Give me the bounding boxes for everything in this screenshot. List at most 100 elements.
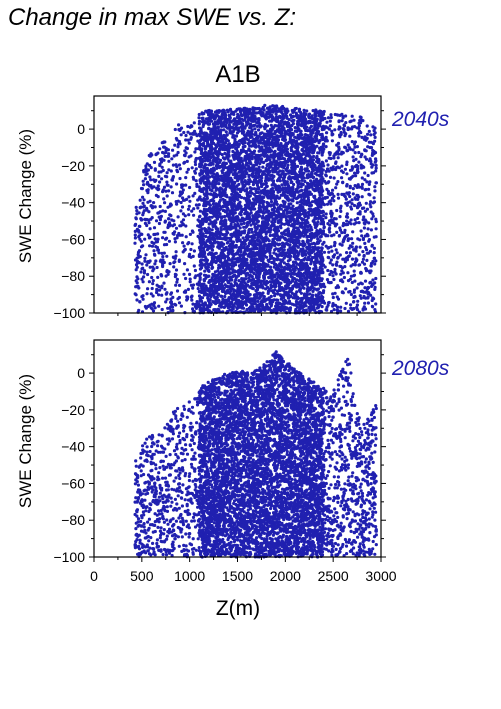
data-point	[208, 215, 212, 219]
data-point	[198, 209, 202, 213]
data-point	[197, 119, 202, 123]
data-point	[226, 240, 230, 244]
data-point	[137, 308, 141, 312]
data-point	[224, 161, 228, 166]
data-point	[179, 200, 183, 205]
data-point	[134, 293, 138, 297]
data-point	[190, 209, 194, 213]
data-point	[212, 172, 216, 176]
data-point	[146, 287, 150, 291]
data-point	[192, 309, 196, 314]
data-point	[242, 130, 246, 134]
data-point	[175, 165, 179, 169]
data-point	[163, 287, 167, 291]
data-point	[171, 295, 175, 299]
data-point	[148, 259, 152, 263]
data-point	[250, 230, 254, 234]
data-point	[176, 199, 180, 203]
data-point	[166, 272, 170, 276]
data-point	[188, 185, 192, 190]
data-point	[161, 168, 165, 173]
data-point	[141, 201, 145, 205]
data-point	[165, 291, 169, 295]
data-point	[164, 189, 168, 193]
data-point	[135, 281, 139, 285]
data-point	[200, 147, 204, 151]
data-point	[189, 136, 193, 140]
data-point	[137, 261, 141, 265]
data-point	[214, 251, 218, 255]
data-point	[179, 304, 183, 308]
data-point	[152, 241, 156, 245]
data-point	[141, 195, 145, 199]
data-point	[288, 258, 292, 262]
data-point	[195, 300, 199, 304]
data-point	[133, 236, 137, 240]
data-point	[236, 198, 240, 202]
data-point	[173, 256, 177, 260]
data-point	[150, 204, 154, 208]
data-point	[243, 242, 247, 246]
data-point	[226, 231, 230, 235]
data-point	[152, 226, 157, 230]
data-point	[154, 259, 158, 263]
data-point	[185, 297, 190, 301]
data-point	[167, 152, 171, 156]
data-point	[283, 138, 288, 142]
data-point	[257, 186, 261, 190]
data-point	[247, 214, 251, 218]
data-point	[223, 294, 227, 299]
data-point	[185, 197, 189, 201]
data-point	[249, 211, 253, 215]
data-point	[227, 142, 231, 146]
data-point	[227, 154, 231, 158]
data-point	[282, 296, 286, 300]
page-title: Change in max SWE vs. Z:	[8, 4, 297, 31]
data-point	[210, 263, 214, 267]
data-point	[225, 195, 229, 199]
data-point	[205, 212, 209, 216]
data-point	[185, 146, 189, 151]
data-point	[193, 268, 197, 273]
data-point	[186, 207, 191, 211]
data-point	[177, 123, 181, 127]
data-point	[184, 183, 188, 187]
data-point	[248, 107, 252, 111]
data-point	[208, 182, 212, 186]
data-point	[215, 296, 219, 300]
data-point	[211, 265, 215, 270]
data-point	[211, 162, 215, 166]
data-point	[169, 214, 173, 218]
data-point	[182, 272, 186, 276]
data-point	[148, 244, 152, 248]
data-point	[151, 282, 155, 286]
data-point	[257, 190, 261, 195]
data-point	[150, 286, 154, 291]
data-point	[152, 267, 156, 271]
data-point	[279, 218, 283, 222]
data-point	[201, 232, 205, 236]
data-point	[192, 249, 196, 253]
data-point	[224, 130, 228, 134]
data-point	[190, 124, 194, 128]
data-point	[219, 128, 223, 132]
data-point	[264, 181, 268, 185]
data-point	[173, 240, 177, 244]
data-point	[271, 190, 275, 195]
data-point	[247, 231, 251, 235]
data-point	[199, 230, 203, 234]
data-point	[161, 255, 165, 259]
data-point	[143, 177, 147, 181]
data-point	[260, 157, 264, 161]
data-point	[231, 249, 235, 253]
data-point	[222, 242, 226, 246]
data-point	[223, 214, 227, 219]
data-point	[137, 230, 141, 234]
data-point	[168, 223, 172, 227]
data-point	[252, 236, 257, 240]
data-point	[207, 185, 211, 190]
data-point	[234, 263, 238, 267]
data-point	[200, 258, 204, 262]
data-point	[175, 153, 179, 157]
data-point	[157, 293, 161, 297]
